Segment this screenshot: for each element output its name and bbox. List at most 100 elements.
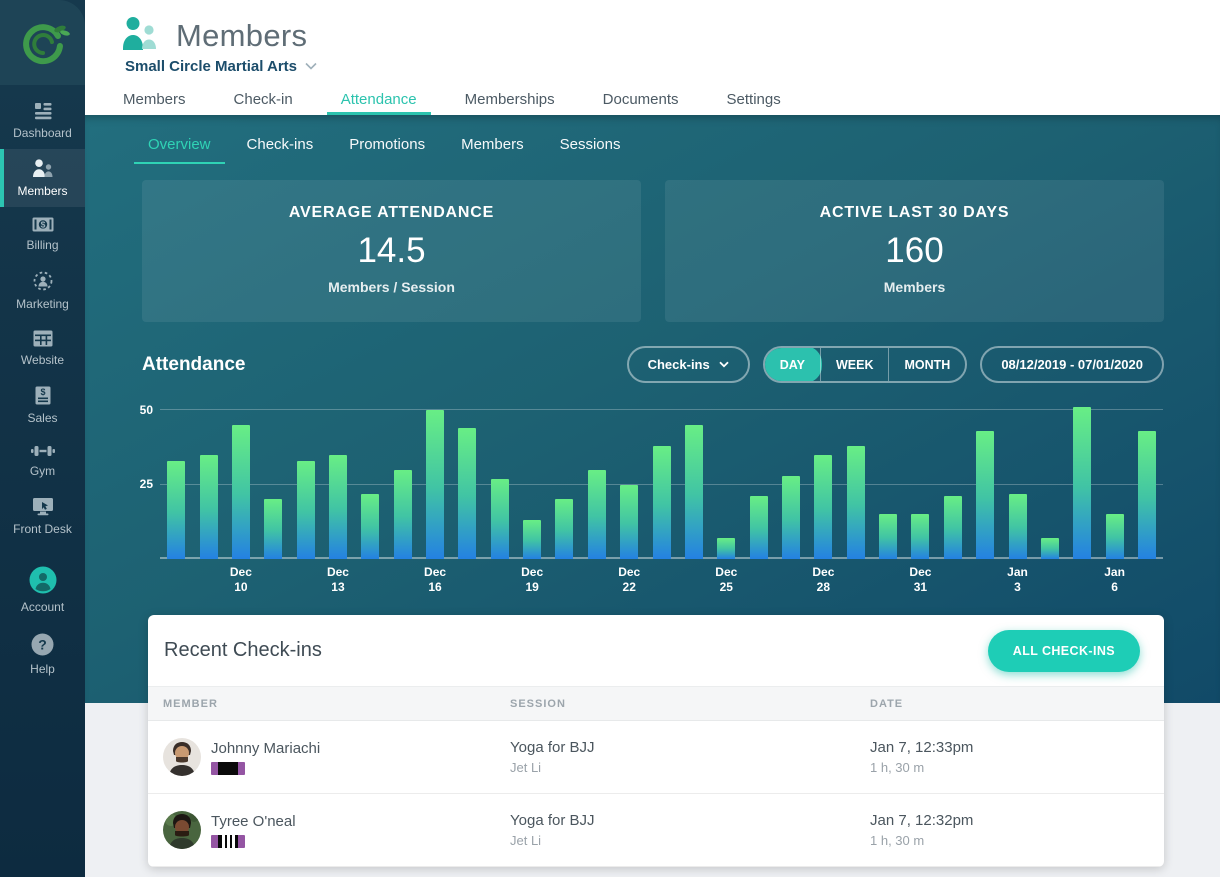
date-range-picker[interactable]: 08/12/2019 - 07/01/2020	[980, 346, 1164, 383]
belt-rank-indicator	[211, 834, 245, 848]
subtab-sessions[interactable]: Sessions	[559, 136, 621, 153]
x-axis-label: Dec 13	[326, 565, 349, 594]
chart-controls-row: Attendance Check-ins DAY WEEK MONTH 08/1…	[142, 346, 1164, 383]
tab-members[interactable]: Members	[123, 90, 186, 108]
attendance-bar	[264, 499, 283, 559]
sidebar-item-sales[interactable]: $ Sales	[27, 386, 58, 425]
attendance-bar	[231, 424, 250, 559]
members-icon	[32, 159, 52, 177]
logo-swirl-icon	[22, 23, 70, 64]
attendance-bar	[749, 496, 768, 559]
stat-active-last-30-days: ACTIVE LAST 30 DAYS 160 Members	[665, 180, 1164, 322]
sidebar-item-gym[interactable]: Gym	[0, 434, 85, 487]
attendance-subnav: Overview Check-ins Promotions Members Se…	[134, 115, 1220, 164]
tab-settings[interactable]: Settings	[726, 90, 781, 108]
attendance-bar	[782, 475, 800, 559]
all-check-ins-button[interactable]: ALL CHECK-INS	[987, 629, 1140, 672]
front-desk-monitor-icon	[32, 498, 53, 516]
subtab-check-ins[interactable]: Check-ins	[246, 136, 314, 153]
chart-bar-slot: Jan 6	[1098, 402, 1130, 594]
gym-selector[interactable]: Small Circle Martial Arts	[125, 57, 317, 75]
marketing-icon	[33, 271, 52, 291]
chart-bar-slot	[289, 402, 321, 559]
tab-memberships[interactable]: Memberships	[464, 90, 555, 108]
period-week-button[interactable]: WEEK	[819, 348, 889, 381]
session-name: Yoga for BJJ	[510, 739, 595, 756]
check-in-date: Jan 7, 12:32pm	[870, 812, 974, 829]
attendance-bar	[555, 499, 574, 559]
sidebar-item-dashboard[interactable]: Dashboard	[0, 92, 85, 149]
attendance-bar	[523, 520, 542, 559]
chart-bar-slot	[969, 402, 1001, 559]
period-segmented-control: DAY WEEK MONTH	[762, 346, 968, 383]
tab-check-in[interactable]: Check-in	[233, 90, 293, 108]
sidebar-item-website[interactable]: Website	[0, 320, 85, 376]
subtab-members[interactable]: Members	[461, 136, 524, 153]
chart-bar-slot	[451, 402, 483, 559]
svg-text:$: $	[40, 387, 45, 397]
check-in-row[interactable]: Johnny Mariachi Yoga for BJJ Jet Li Jan …	[148, 721, 1164, 794]
tab-attendance[interactable]: Attendance	[326, 83, 431, 115]
subtab-promotions[interactable]: Promotions	[349, 136, 426, 153]
sidebar-item-members[interactable]: Members	[0, 149, 85, 207]
gym-name: Small Circle Martial Arts	[125, 57, 298, 75]
member-name: Johnny Mariachi	[211, 739, 321, 757]
chart-bar-slot: Dec 28	[807, 402, 839, 594]
attendance-bar	[1008, 493, 1027, 559]
check-in-duration: 1 h, 30 m	[870, 833, 925, 848]
session-instructor: Jet Li	[510, 760, 542, 775]
attendance-bar	[328, 454, 347, 559]
subtab-overview[interactable]: Overview	[134, 136, 225, 164]
help-icon: ?	[31, 633, 54, 656]
check-in-duration: 1 h, 30 m	[870, 760, 925, 775]
member-avatar	[163, 738, 201, 776]
sidebar-item-account[interactable]: Account	[0, 556, 85, 623]
attendance-bar	[717, 538, 736, 559]
period-day-button[interactable]: DAY	[764, 348, 822, 381]
chart-bars-area: Dec 10 Dec 13 Dec 16 Dec 19 Dec 22 Dec 25 Dec …	[160, 402, 1163, 594]
attendance-bar	[393, 469, 412, 559]
period-month-button[interactable]: MONTH	[888, 348, 965, 381]
metric-dropdown[interactable]: Check-ins	[626, 346, 750, 383]
attendance-bar	[490, 478, 509, 559]
attendance-bar	[911, 514, 930, 559]
tab-documents[interactable]: Documents	[602, 90, 679, 108]
chart-bar-slot	[1034, 402, 1066, 559]
page-title: Members	[176, 17, 308, 53]
attendance-bar	[458, 427, 477, 559]
session-name: Yoga for BJJ	[510, 812, 595, 829]
chart-bar-slot	[192, 402, 224, 559]
member-name: Tyree O'neal	[211, 812, 296, 830]
attendance-bar	[1040, 538, 1059, 559]
dashboard-icon	[34, 103, 51, 120]
recent-check-ins-title: Recent Check-ins	[164, 639, 322, 661]
check-in-row[interactable]: Tyree O'neal Yoga for BJJ Jet Li Jan 7, …	[148, 794, 1164, 867]
chart-bar-slot	[548, 402, 580, 559]
sidebar-item-front-desk[interactable]: Front Desk	[0, 487, 85, 545]
column-member: MEMBER	[163, 697, 218, 710]
gridline-50	[160, 409, 1163, 410]
chart-bar-slot: Dec 31	[904, 402, 936, 594]
website-icon	[33, 330, 52, 347]
recent-check-ins-card: Recent Check-ins ALL CHECK-INS MEMBER SE…	[148, 615, 1164, 867]
chart-bar-slot: Dec 10	[225, 402, 257, 594]
check-ins-table-header: MEMBER SESSION DATE	[148, 686, 1164, 721]
app-logo[interactable]	[0, 0, 85, 85]
x-axis-label: Dec 22	[618, 565, 641, 594]
column-date: DATE	[870, 697, 904, 710]
attendance-bar	[426, 410, 445, 559]
sidebar-item-billing[interactable]: $ Billing	[0, 207, 85, 261]
stats-row: AVERAGE ATTENDANCE 14.5 Members / Sessio…	[142, 180, 1164, 322]
chevron-down-icon	[305, 57, 317, 75]
x-axis-label: Dec 16	[424, 565, 447, 594]
column-session: SESSION	[510, 697, 566, 710]
attendance-overview-panel: Overview Check-ins Promotions Members Se…	[85, 115, 1220, 867]
chart-bar-slot	[840, 402, 872, 559]
sidebar-item-help[interactable]: ? Help	[0, 623, 85, 685]
sidebar-item-marketing[interactable]: Marketing	[0, 261, 85, 320]
x-axis-label: Jan 6	[1104, 565, 1125, 594]
attendance-bar	[652, 445, 671, 559]
chart-bar-slot	[484, 402, 516, 559]
attendance-bar-chart: 50 25 Dec 10 Dec 13 Dec 16 Dec 19 Dec 22 Dec …	[140, 402, 1163, 594]
chart-bar-slot	[387, 402, 419, 559]
